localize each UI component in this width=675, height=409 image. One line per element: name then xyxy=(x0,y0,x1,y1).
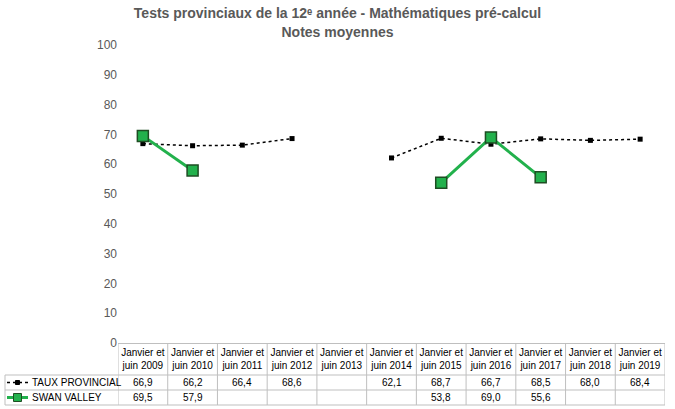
svg-text:Janvier etjuin 2019: Janvier etjuin 2019 xyxy=(618,347,662,371)
svg-text:30: 30 xyxy=(104,247,118,261)
svg-text:Janvier etjuin 2010: Janvier etjuin 2010 xyxy=(171,347,215,371)
svg-text:66,4: 66,4 xyxy=(232,377,252,388)
svg-text:Janvier etjuin 2018: Janvier etjuin 2018 xyxy=(569,347,613,371)
svg-text:0: 0 xyxy=(110,336,117,350)
svg-text:Janvier etjuin 2016: Janvier etjuin 2016 xyxy=(469,347,513,371)
svg-text:68,0: 68,0 xyxy=(580,377,600,388)
svg-text:20: 20 xyxy=(104,277,118,291)
svg-text:68,4: 68,4 xyxy=(630,377,650,388)
svg-text:69,5: 69,5 xyxy=(133,392,153,403)
svg-text:53,8: 53,8 xyxy=(431,392,451,403)
svg-text:66,7: 66,7 xyxy=(481,377,501,388)
svg-text:60: 60 xyxy=(104,157,118,171)
svg-text:90: 90 xyxy=(104,68,118,82)
svg-text:50: 50 xyxy=(104,187,118,201)
svg-text:68,6: 68,6 xyxy=(282,377,302,388)
svg-text:70: 70 xyxy=(104,128,118,142)
svg-text:100: 100 xyxy=(97,38,117,52)
svg-text:66,9: 66,9 xyxy=(133,377,153,388)
svg-text:66,2: 66,2 xyxy=(183,377,203,388)
svg-text:Janvier etjuin 2014: Janvier etjuin 2014 xyxy=(370,347,414,371)
svg-text:69,0: 69,0 xyxy=(481,392,501,403)
svg-text:55,6: 55,6 xyxy=(531,392,551,403)
svg-text:Janvier etjuin 2013: Janvier etjuin 2013 xyxy=(320,347,364,371)
svg-text:62,1: 62,1 xyxy=(382,377,402,388)
svg-text:57,9: 57,9 xyxy=(183,392,203,403)
svg-text:SWAN VALLEY: SWAN VALLEY xyxy=(32,392,102,403)
svg-text:Janvier etjuin 2015: Janvier etjuin 2015 xyxy=(420,347,464,371)
svg-text:Janvier etjuin 2017: Janvier etjuin 2017 xyxy=(519,347,563,371)
svg-text:10: 10 xyxy=(104,306,118,320)
svg-text:Tests provinciaux de la 12ᵉ an: Tests provinciaux de la 12ᵉ année - Math… xyxy=(134,5,541,39)
svg-text:Janvier etjuin 2012: Janvier etjuin 2012 xyxy=(270,347,314,371)
svg-text:Janvier etjuin 2011: Janvier etjuin 2011 xyxy=(221,347,265,371)
svg-text:68,7: 68,7 xyxy=(431,377,451,388)
svg-text:Janvier etjuin 2009: Janvier etjuin 2009 xyxy=(121,347,165,371)
svg-text:40: 40 xyxy=(104,217,118,231)
svg-text:TAUX PROVINCIAL: TAUX PROVINCIAL xyxy=(32,377,122,388)
svg-text:68,5: 68,5 xyxy=(531,377,551,388)
svg-text:80: 80 xyxy=(104,98,118,112)
